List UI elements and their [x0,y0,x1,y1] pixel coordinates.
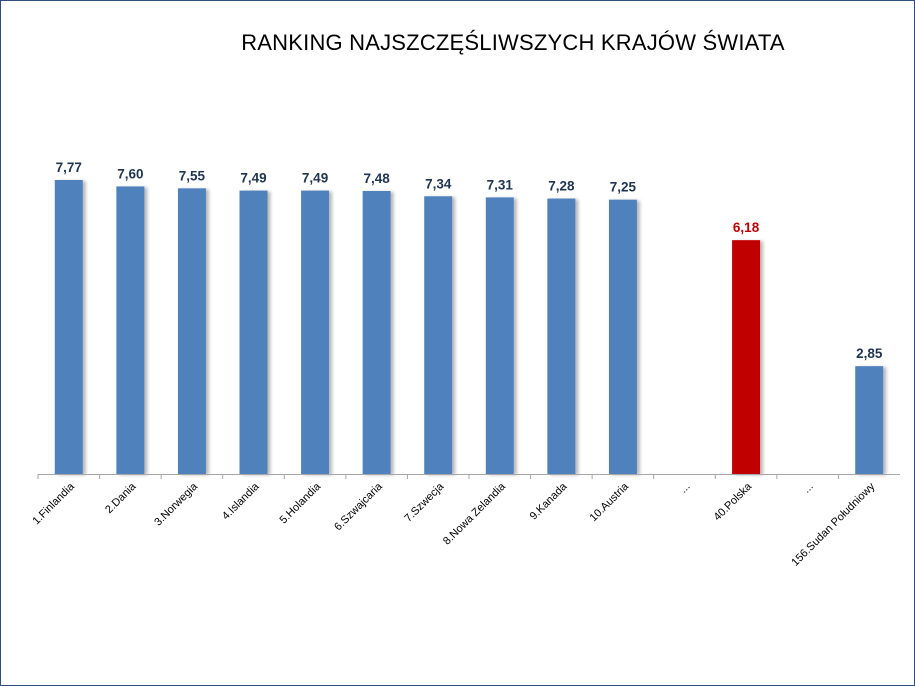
category-label: 9.Kanada [528,480,570,522]
value-label: 6,18 [733,220,760,235]
bar-5-holandia [301,190,330,474]
chart-title: RANKING NAJSZCZĘŚLIWSZYCH KRAJÓW ŚWIATA [241,30,785,55]
value-label: 7,60 [117,166,143,181]
category-label: 40.Polska [712,480,755,523]
category-label: 10.Austria [588,480,632,524]
bar-6-szwajcaria [362,190,391,475]
category-label: ... [801,481,816,496]
bar-8-nowa-zelandia [485,197,514,475]
category-label: 3.Norwegia [152,480,200,528]
bar-1-finlandia [54,180,83,474]
value-label: 7,25 [610,180,637,195]
bar-7-szwecja [424,196,453,474]
value-label: 7,49 [302,171,328,186]
value-label: 7,28 [548,179,575,194]
value-label: 7,48 [364,171,391,186]
value-label: 7,34 [425,176,452,191]
category-label: 1.Finlandia [30,480,77,527]
bar-3-norwegia [177,188,206,474]
bar-10-austria [608,199,637,475]
bar-4-islandia [239,190,268,474]
value-label: 7,55 [179,168,206,183]
value-label: 7,77 [56,160,82,175]
category-label: 6.Szwajcaria [332,480,385,533]
value-label: 7,31 [487,177,514,192]
category-label: 5.Holandia [278,480,324,526]
category-label: 2.Dania [103,480,139,516]
category-label: 156.Sudan Południowy [789,480,877,568]
bar-156-sudan-południowy [855,366,884,474]
bar-2-dania [116,186,145,474]
category-label: 4.Islandia [220,480,262,522]
category-label: 8.Nowa Zelandia [441,480,508,547]
value-label: 2,85 [856,346,883,361]
value-label: 7,49 [240,171,266,186]
bar-9-kanada [547,198,576,475]
category-label: 7.Szwecja [402,480,447,525]
bar-40-polska [732,240,761,474]
category-label: ... [678,481,693,496]
